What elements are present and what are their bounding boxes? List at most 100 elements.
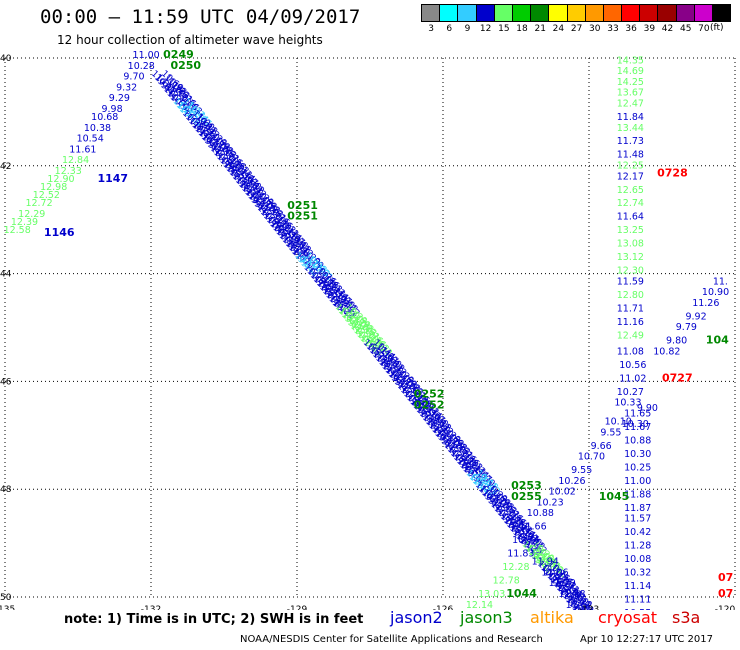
scale-bin: 42 xyxy=(657,4,677,34)
wave-height-value: 10.32 xyxy=(624,567,651,578)
wave-height-value: 9.70 xyxy=(123,72,144,83)
wave-height-value: 11.71 xyxy=(617,303,644,314)
time-label: 1044 xyxy=(506,587,537,600)
wave-height-value: 13.44 xyxy=(617,123,644,134)
wave-height-value: 9.55 xyxy=(600,427,621,438)
wave-height-value: 11.87 xyxy=(624,503,651,514)
wave-height-value: 10.28 xyxy=(128,61,155,72)
latitude-tick-label: 46 xyxy=(0,377,12,387)
wave-height-value: 11.83 xyxy=(507,549,534,560)
wave-height-value: 12.58 xyxy=(4,225,31,236)
wave-height-value: 9.80 xyxy=(666,336,687,347)
scale-label: 42 xyxy=(661,24,674,34)
wave-height-value: 10.26 xyxy=(558,476,585,487)
scale-bin xyxy=(712,4,732,34)
wave-height-value: 10.54 xyxy=(77,134,104,145)
time-label: 1147 xyxy=(97,172,128,185)
wave-height-value: 11.48 xyxy=(558,589,585,600)
wave-height-value: 10.08 xyxy=(624,554,651,565)
longitude-tick-label: -123 xyxy=(579,605,599,610)
wave-height-value: 12.25 xyxy=(617,160,644,171)
wave-height-value: 9.92 xyxy=(685,311,706,322)
wave-height-value: 10.88 xyxy=(624,435,651,446)
wave-height-value: 10.23 xyxy=(536,497,563,508)
wave-height-value: 9.66 xyxy=(591,441,612,452)
scale-label: 27 xyxy=(570,24,583,34)
time-label: 0250 xyxy=(170,59,201,72)
wave-height-value: 13.03 xyxy=(478,589,505,600)
scale-label: 70 xyxy=(698,24,710,34)
wave-height-value: 11.16 xyxy=(617,317,644,328)
longitude-tick-label: -120 xyxy=(715,605,736,610)
wave-height-value: 12.90 xyxy=(47,174,74,185)
wave-height-value: 10.56 xyxy=(619,360,646,371)
wave-height-value: 12.39 xyxy=(11,217,38,228)
wave-height-value: 13.67 xyxy=(617,88,644,99)
scale-label: 39 xyxy=(643,24,656,34)
legend-altika: altika xyxy=(530,608,574,627)
wave-height-value: 12.17 xyxy=(617,171,644,182)
wave-height-value: 13.25 xyxy=(617,225,644,236)
wave-height-value: 12.84 xyxy=(62,155,89,166)
swath-value: 11.07 xyxy=(567,599,593,610)
wave-height-value: 10.88 xyxy=(527,508,554,519)
time-label: 07 xyxy=(718,587,733,600)
wave-height-value: 9.32 xyxy=(116,82,137,93)
time-label: 0249 xyxy=(163,48,194,61)
color-scale: 3 6 9 12 15 18 21 24 27 30 33 36 39 42 45 70 xyxy=(421,4,732,34)
legend-s3a: s3a xyxy=(672,608,701,627)
map-title: 00:00 – 11:59 UTC 04/09/2017 xyxy=(40,6,361,28)
wave-height-value: 10.42 xyxy=(624,527,651,538)
time-label: 0728 xyxy=(657,167,688,180)
longitude-tick-label: -126 xyxy=(433,605,454,610)
wave-height-value: 11.00 xyxy=(624,476,651,487)
wave-height-value: 12.98 xyxy=(40,182,67,193)
wave-height-value: 11.66 xyxy=(519,522,546,533)
wave-height-value: 10.27 xyxy=(617,387,644,398)
wave-height-value: 9.90 xyxy=(637,403,658,414)
time-label: 1045 xyxy=(599,490,630,503)
wave-height-value: 12.80 xyxy=(617,290,644,301)
longitude-tick-label: -135 xyxy=(0,605,15,610)
time-label: 0727 xyxy=(662,371,693,384)
wave-height-value: 10.25 xyxy=(624,462,651,473)
wave-height-value: 11.00 xyxy=(133,50,160,61)
time-label: 1146 xyxy=(44,226,75,239)
scale-label: 36 xyxy=(625,24,637,34)
wave-height-value: 10.68 xyxy=(91,112,118,123)
wave-height-value: 11.57 xyxy=(624,514,651,525)
wave-height-value: 12.30 xyxy=(617,266,644,277)
wave-height-value: 13.08 xyxy=(617,239,644,250)
credit-text: NOAA/NESDIS Center for Satellite Applica… xyxy=(240,634,543,645)
color-scale-unit: (ft) xyxy=(710,23,724,33)
wave-height-value: 10.02 xyxy=(549,487,576,498)
wave-height-value: 9.29 xyxy=(109,93,130,104)
wave-height-value: 11.08 xyxy=(617,346,644,357)
map-gridlines xyxy=(4,57,736,598)
wave-height-value: 12.47 xyxy=(617,99,644,110)
latitude-tick-label: 42 xyxy=(0,162,11,172)
wave-height-value: 11.59 xyxy=(617,276,644,287)
wave-height-value: 11.11 xyxy=(624,594,651,605)
latitude-tick-label: 48 xyxy=(0,485,12,495)
timestamp-text: Apr 10 12:27:17 UTC 2017 xyxy=(580,634,713,645)
wave-height-value: 11.84 xyxy=(617,112,644,123)
track-swath: 11.0010.6010.1210.989.8111.239.4210.5110… xyxy=(149,69,609,610)
wave-height-value: 9.55 xyxy=(571,465,592,476)
time-label: 0255 xyxy=(511,490,542,503)
wave-height-value: 10.30 xyxy=(622,419,649,430)
wave-height-value: 11.73 xyxy=(617,136,644,147)
wave-height-value: 12.74 xyxy=(617,198,644,209)
wave-height-value: 13.12 xyxy=(617,252,644,263)
wave-height-value: 9.79 xyxy=(676,322,697,333)
wave-height-value: 10.10 xyxy=(605,417,632,428)
scale-label: 30 xyxy=(589,24,601,34)
wave-height-value: 12.33 xyxy=(55,166,82,177)
footnote: note: 1) Time is in UTC; 2) SWH is in fe… xyxy=(64,612,364,627)
wave-height-value: 11.94 xyxy=(532,557,559,568)
wave-height-value: 12.65 xyxy=(617,185,644,196)
wave-height-value: 12.52 xyxy=(33,190,60,201)
wave-height-value: 11.62 xyxy=(566,600,593,610)
time-label: 0252 xyxy=(414,388,445,401)
